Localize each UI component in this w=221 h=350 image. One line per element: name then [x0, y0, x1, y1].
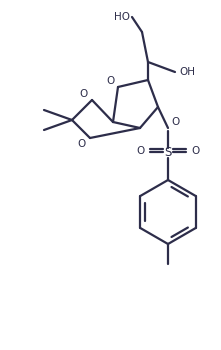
Text: O: O [137, 146, 145, 156]
Text: O: O [171, 117, 179, 127]
Text: O: O [191, 146, 199, 156]
Text: HO: HO [114, 12, 130, 22]
Text: O: O [80, 89, 88, 99]
Text: O: O [78, 139, 86, 149]
Text: S: S [164, 147, 172, 160]
Text: OH: OH [179, 67, 195, 77]
Text: O: O [107, 76, 115, 86]
